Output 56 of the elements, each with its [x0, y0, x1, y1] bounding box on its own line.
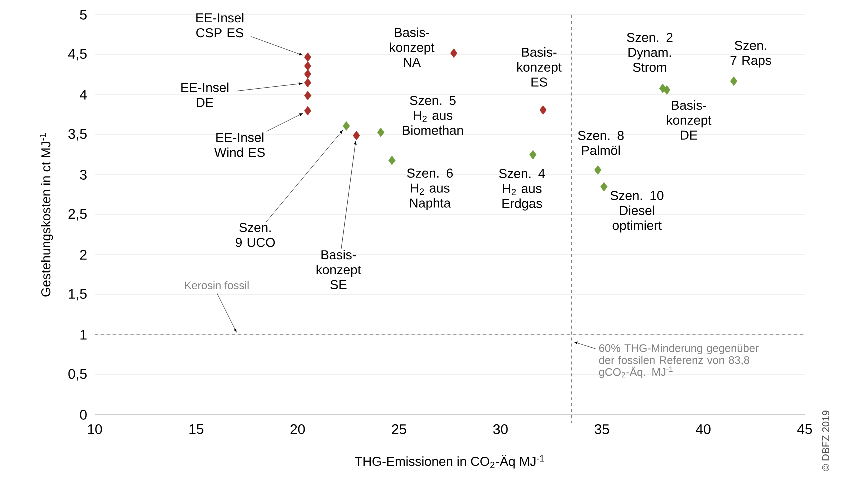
- annotation: Basis-konzept NA: [390, 28, 435, 68]
- text: © DBFZ 2019: [822, 410, 830, 472]
- point: [600, 182, 608, 192]
- y-tick-label: 0,5: [68, 369, 87, 381]
- x-axis-title: THG-Emissionen in CO$_{2}$-Äq MJ$^{-1}$: [355, 455, 544, 469]
- y-tick-label: 4: [80, 90, 88, 100]
- point: [663, 86, 671, 95]
- annotation: Szen. 8 Palmöl: [578, 131, 624, 156]
- point: [304, 62, 312, 71]
- point: [304, 78, 312, 88]
- y-tick-label: 2,5: [68, 209, 87, 221]
- point: [730, 76, 738, 86]
- point: [342, 122, 350, 131]
- point: [540, 106, 547, 115]
- annotation: Szen. 10 Diesel optimiert: [610, 191, 664, 233]
- y-tick-label: 3: [80, 170, 87, 180]
- annotation: Szen. 2 Dynam. Strom: [627, 33, 673, 72]
- point: [530, 150, 537, 160]
- y-axis-title: Gestehungskosten in ct MJ$^{-1}$: [40, 134, 54, 297]
- annotation: EE-Insel CSP ES: [196, 13, 244, 38]
- annotation: Szen. 4 H$_{2}$ aus Erdgas: [499, 169, 546, 211]
- point: [304, 70, 312, 79]
- x-tick-label: 10: [88, 424, 102, 434]
- annotation: Szen. 5 H$_{2}$ aus Biomethan: [403, 96, 464, 136]
- x-tick-label: 25: [392, 424, 406, 434]
- x-tick-label: 30: [493, 424, 508, 434]
- annotation: Szen. 9 UCO: [236, 223, 276, 248]
- y-tick-label: 1,5: [69, 289, 87, 301]
- point: [377, 128, 385, 138]
- y-tick-label: 4,5: [68, 49, 87, 61]
- point: [594, 166, 602, 175]
- x-tick-label: 45: [798, 424, 812, 434]
- ref-line-label: 60% THG-Minderung gegenüber der fossilen Referenz von 83,8 gCO$_{2}$-Äq. MJ$^{-1}$: [599, 344, 759, 378]
- annotation: Szen. 7 Raps: [730, 41, 772, 68]
- x-tick-label: 20: [290, 424, 306, 434]
- point: [353, 131, 360, 140]
- x-tick-label: 40: [696, 424, 711, 434]
- annotation: Basis-konzept DE: [667, 100, 712, 140]
- y-tick-label: 5: [80, 10, 87, 20]
- point: [388, 156, 396, 166]
- y-tick-label: 2: [80, 250, 87, 260]
- annotation: EE-Insel DE: [182, 82, 229, 108]
- annotation: Basis-konzept ES: [518, 47, 562, 87]
- point: [450, 48, 458, 58]
- y-tick-label: 1: [80, 330, 87, 340]
- point: [304, 91, 312, 100]
- point: [304, 106, 312, 116]
- y-tick-label: 0: [80, 410, 87, 420]
- x-tick-label: 35: [594, 424, 610, 434]
- y-tick-label: 3,5: [68, 129, 87, 141]
- annotation: Basis-konzept SE: [316, 250, 362, 290]
- ref-line-label: Kerosin fossil: [185, 281, 249, 290]
- annotation: Szen. 6 H$_{2}$ aus Naphta: [407, 168, 454, 210]
- point: [304, 52, 312, 62]
- annotation: EE-Insel Wind ES: [214, 132, 265, 158]
- x-tick-label: 15: [190, 424, 204, 434]
